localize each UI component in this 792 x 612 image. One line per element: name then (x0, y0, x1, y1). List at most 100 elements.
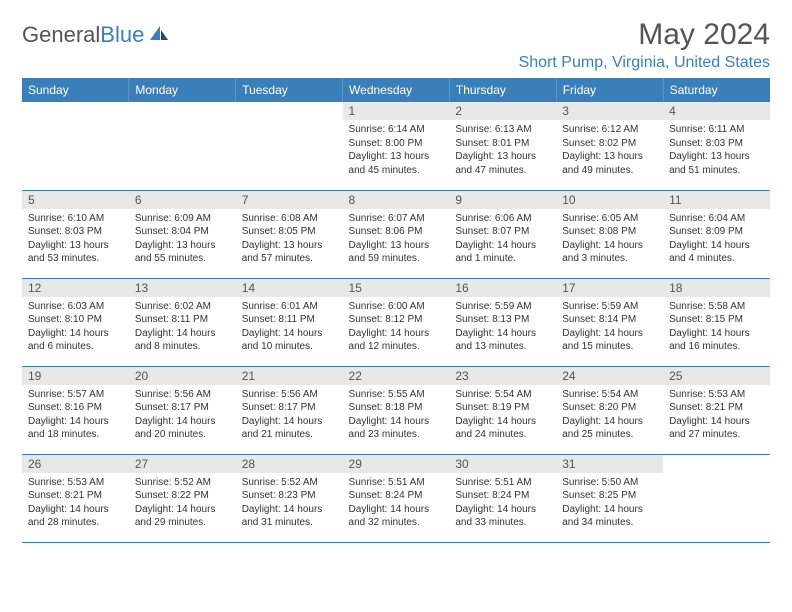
day-cell: 5Sunrise: 6:10 AMSunset: 8:03 PMDaylight… (22, 190, 129, 278)
day-cell: 20Sunrise: 5:56 AMSunset: 8:17 PMDayligh… (129, 366, 236, 454)
day-cell: 16Sunrise: 5:59 AMSunset: 8:13 PMDayligh… (449, 278, 556, 366)
day-details: Sunrise: 6:07 AMSunset: 8:06 PMDaylight:… (343, 209, 450, 270)
day-details: Sunrise: 5:59 AMSunset: 8:14 PMDaylight:… (556, 297, 663, 358)
day-details: Sunrise: 5:52 AMSunset: 8:22 PMDaylight:… (129, 473, 236, 534)
day-number: 11 (663, 191, 770, 209)
day-cell: 30Sunrise: 5:51 AMSunset: 8:24 PMDayligh… (449, 454, 556, 542)
day-details: Sunrise: 6:05 AMSunset: 8:08 PMDaylight:… (556, 209, 663, 270)
brand-part2: Blue (100, 22, 144, 47)
day-cell: 10Sunrise: 6:05 AMSunset: 8:08 PMDayligh… (556, 190, 663, 278)
day-cell: 22Sunrise: 5:55 AMSunset: 8:18 PMDayligh… (343, 366, 450, 454)
day-number: 10 (556, 191, 663, 209)
day-details: Sunrise: 6:14 AMSunset: 8:00 PMDaylight:… (343, 120, 450, 181)
day-cell: 2Sunrise: 6:13 AMSunset: 8:01 PMDaylight… (449, 102, 556, 190)
calendar-table: SundayMondayTuesdayWednesdayThursdayFrid… (22, 78, 770, 543)
day-number: 30 (449, 455, 556, 473)
day-cell: 3Sunrise: 6:12 AMSunset: 8:02 PMDaylight… (556, 102, 663, 190)
day-number: 17 (556, 279, 663, 297)
day-cell: 27Sunrise: 5:52 AMSunset: 8:22 PMDayligh… (129, 454, 236, 542)
week-row: 26Sunrise: 5:53 AMSunset: 8:21 PMDayligh… (22, 454, 770, 542)
empty-cell (236, 102, 343, 190)
day-cell: 17Sunrise: 5:59 AMSunset: 8:14 PMDayligh… (556, 278, 663, 366)
day-details: Sunrise: 6:06 AMSunset: 8:07 PMDaylight:… (449, 209, 556, 270)
day-cell: 24Sunrise: 5:54 AMSunset: 8:20 PMDayligh… (556, 366, 663, 454)
day-number: 16 (449, 279, 556, 297)
day-number: 28 (236, 455, 343, 473)
week-row: 5Sunrise: 6:10 AMSunset: 8:03 PMDaylight… (22, 190, 770, 278)
day-number: 14 (236, 279, 343, 297)
day-cell: 31Sunrise: 5:50 AMSunset: 8:25 PMDayligh… (556, 454, 663, 542)
day-cell: 19Sunrise: 5:57 AMSunset: 8:16 PMDayligh… (22, 366, 129, 454)
day-number: 8 (343, 191, 450, 209)
day-number: 24 (556, 367, 663, 385)
day-number: 7 (236, 191, 343, 209)
day-number: 29 (343, 455, 450, 473)
weekday-header-row: SundayMondayTuesdayWednesdayThursdayFrid… (22, 78, 770, 102)
day-cell: 28Sunrise: 5:52 AMSunset: 8:23 PMDayligh… (236, 454, 343, 542)
day-cell: 29Sunrise: 5:51 AMSunset: 8:24 PMDayligh… (343, 454, 450, 542)
day-number: 27 (129, 455, 236, 473)
weekday-monday: Monday (129, 78, 236, 102)
day-details: Sunrise: 6:12 AMSunset: 8:02 PMDaylight:… (556, 120, 663, 181)
day-details: Sunrise: 5:56 AMSunset: 8:17 PMDaylight:… (129, 385, 236, 446)
empty-cell (663, 454, 770, 542)
title-block: May 2024 Short Pump, Virginia, United St… (519, 18, 770, 72)
day-details: Sunrise: 6:11 AMSunset: 8:03 PMDaylight:… (663, 120, 770, 181)
day-cell: 13Sunrise: 6:02 AMSunset: 8:11 PMDayligh… (129, 278, 236, 366)
brand-name: GeneralBlue (22, 22, 144, 48)
day-details: Sunrise: 5:57 AMSunset: 8:16 PMDaylight:… (22, 385, 129, 446)
day-details: Sunrise: 5:53 AMSunset: 8:21 PMDaylight:… (663, 385, 770, 446)
day-details: Sunrise: 6:04 AMSunset: 8:09 PMDaylight:… (663, 209, 770, 270)
brand-logo: GeneralBlue (22, 22, 170, 48)
weekday-tuesday: Tuesday (236, 78, 343, 102)
weekday-friday: Friday (556, 78, 663, 102)
day-cell: 26Sunrise: 5:53 AMSunset: 8:21 PMDayligh… (22, 454, 129, 542)
day-number: 21 (236, 367, 343, 385)
day-cell: 23Sunrise: 5:54 AMSunset: 8:19 PMDayligh… (449, 366, 556, 454)
day-details: Sunrise: 6:13 AMSunset: 8:01 PMDaylight:… (449, 120, 556, 181)
day-number: 6 (129, 191, 236, 209)
day-number: 20 (129, 367, 236, 385)
brand-part1: General (22, 22, 100, 47)
day-cell: 21Sunrise: 5:56 AMSunset: 8:17 PMDayligh… (236, 366, 343, 454)
day-details: Sunrise: 6:10 AMSunset: 8:03 PMDaylight:… (22, 209, 129, 270)
day-details: Sunrise: 5:51 AMSunset: 8:24 PMDaylight:… (343, 473, 450, 534)
day-number: 18 (663, 279, 770, 297)
day-number: 12 (22, 279, 129, 297)
day-details: Sunrise: 6:01 AMSunset: 8:11 PMDaylight:… (236, 297, 343, 358)
weekday-wednesday: Wednesday (343, 78, 450, 102)
day-cell: 14Sunrise: 6:01 AMSunset: 8:11 PMDayligh… (236, 278, 343, 366)
empty-cell (129, 102, 236, 190)
week-row: 19Sunrise: 5:57 AMSunset: 8:16 PMDayligh… (22, 366, 770, 454)
day-details: Sunrise: 5:50 AMSunset: 8:25 PMDaylight:… (556, 473, 663, 534)
day-number: 31 (556, 455, 663, 473)
week-row: 1Sunrise: 6:14 AMSunset: 8:00 PMDaylight… (22, 102, 770, 190)
day-details: Sunrise: 5:53 AMSunset: 8:21 PMDaylight:… (22, 473, 129, 534)
day-number: 2 (449, 102, 556, 120)
day-details: Sunrise: 6:09 AMSunset: 8:04 PMDaylight:… (129, 209, 236, 270)
weekday-sunday: Sunday (22, 78, 129, 102)
month-year: May 2024 (519, 18, 770, 52)
day-number: 3 (556, 102, 663, 120)
day-cell: 11Sunrise: 6:04 AMSunset: 8:09 PMDayligh… (663, 190, 770, 278)
day-number: 26 (22, 455, 129, 473)
day-cell: 15Sunrise: 6:00 AMSunset: 8:12 PMDayligh… (343, 278, 450, 366)
day-number: 1 (343, 102, 450, 120)
day-cell: 7Sunrise: 6:08 AMSunset: 8:05 PMDaylight… (236, 190, 343, 278)
day-details: Sunrise: 6:02 AMSunset: 8:11 PMDaylight:… (129, 297, 236, 358)
day-details: Sunrise: 5:54 AMSunset: 8:19 PMDaylight:… (449, 385, 556, 446)
day-details: Sunrise: 5:54 AMSunset: 8:20 PMDaylight:… (556, 385, 663, 446)
day-number: 25 (663, 367, 770, 385)
day-number: 23 (449, 367, 556, 385)
weekday-saturday: Saturday (663, 78, 770, 102)
day-cell: 4Sunrise: 6:11 AMSunset: 8:03 PMDaylight… (663, 102, 770, 190)
day-number: 22 (343, 367, 450, 385)
day-number: 9 (449, 191, 556, 209)
day-details: Sunrise: 5:51 AMSunset: 8:24 PMDaylight:… (449, 473, 556, 534)
day-cell: 9Sunrise: 6:06 AMSunset: 8:07 PMDaylight… (449, 190, 556, 278)
day-number: 19 (22, 367, 129, 385)
weekday-thursday: Thursday (449, 78, 556, 102)
day-details: Sunrise: 5:56 AMSunset: 8:17 PMDaylight:… (236, 385, 343, 446)
day-cell: 25Sunrise: 5:53 AMSunset: 8:21 PMDayligh… (663, 366, 770, 454)
day-cell: 12Sunrise: 6:03 AMSunset: 8:10 PMDayligh… (22, 278, 129, 366)
